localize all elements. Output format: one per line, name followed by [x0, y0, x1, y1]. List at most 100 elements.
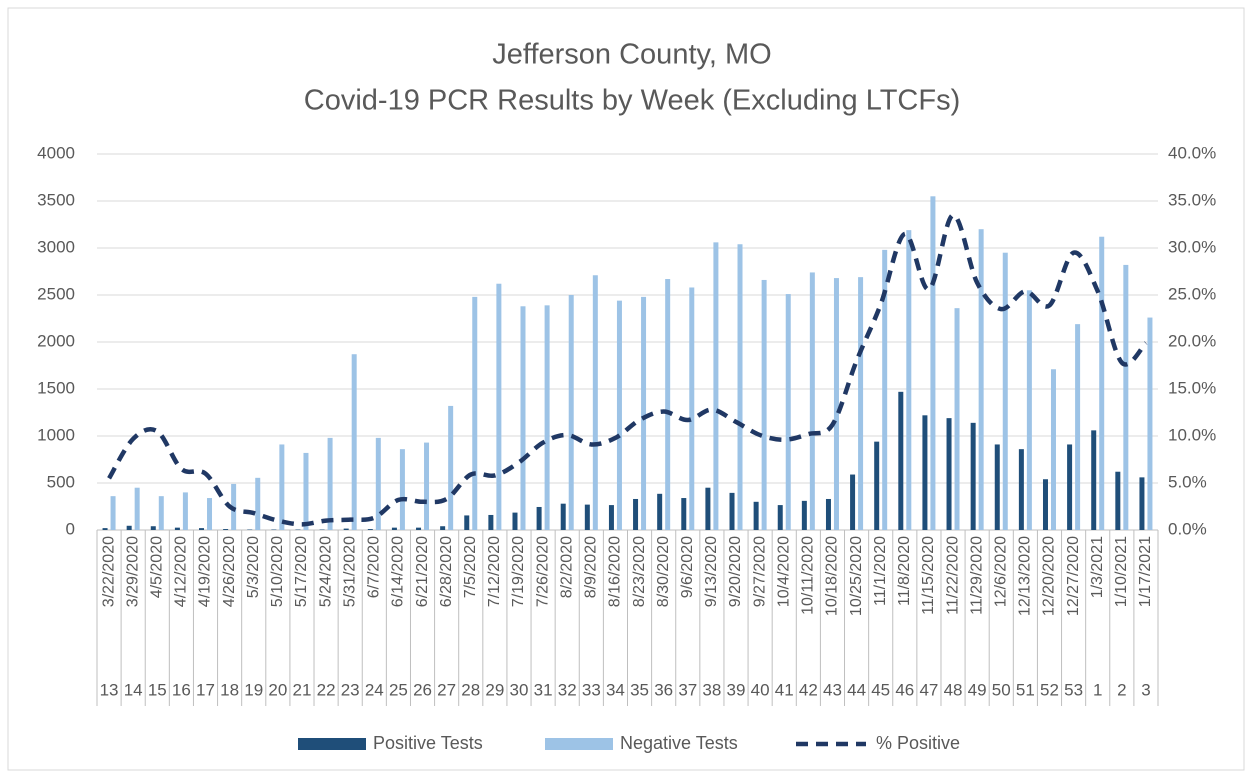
bar [496, 283, 502, 530]
week-label: 48 [944, 680, 963, 699]
bar [174, 527, 180, 530]
bar [327, 437, 333, 530]
week-label: 28 [461, 680, 480, 699]
week-label: 44 [847, 680, 866, 699]
week-label: 18 [220, 680, 239, 699]
bar [424, 442, 430, 530]
week-label: 22 [317, 680, 336, 699]
week-label: 40 [751, 680, 770, 699]
x-tick-label: 7/5/2020 [462, 536, 479, 598]
x-tick-label: 9/6/2020 [679, 536, 696, 598]
week-label: 49 [968, 680, 987, 699]
x-tick-label: 5/17/2020 [293, 536, 310, 607]
week-label: 36 [654, 680, 673, 699]
week-label: 17 [196, 680, 215, 699]
y2-tick-label: 20.0% [1168, 331, 1216, 350]
week-label: 51 [1016, 680, 1035, 699]
y-tick-label: 1500 [37, 378, 75, 397]
week-label: 35 [630, 680, 649, 699]
x-tick-label: 12/13/2020 [1017, 536, 1034, 616]
week-label: 27 [437, 680, 456, 699]
x-tick-label: 6/28/2020 [438, 536, 455, 607]
bar [922, 415, 928, 530]
bar [544, 305, 550, 530]
bar [255, 477, 261, 530]
x-tick-label: 3/22/2020 [100, 536, 117, 607]
bar [568, 295, 574, 530]
bar [737, 244, 743, 531]
week-label: 19 [244, 680, 263, 699]
bar [681, 498, 687, 530]
legend-swatch [298, 738, 366, 750]
legend-label: Negative Tests [620, 733, 738, 753]
y-tick-label: 1000 [37, 425, 75, 444]
legend-label: Positive Tests [373, 733, 483, 753]
bar [584, 504, 590, 530]
y2-tick-label: 25.0% [1168, 284, 1216, 303]
bar [616, 300, 622, 530]
y-tick-label: 3500 [37, 190, 75, 209]
bar [1099, 236, 1105, 530]
week-label: 3 [1141, 680, 1150, 699]
bar [512, 512, 518, 530]
bar [464, 515, 470, 530]
x-tick-label: 12/20/2020 [1041, 536, 1058, 616]
bar [1067, 444, 1073, 530]
week-label: 47 [919, 680, 938, 699]
bar [809, 272, 815, 530]
bar [102, 528, 108, 530]
x-tick-label: 12/6/2020 [992, 536, 1009, 607]
bar [833, 278, 839, 530]
week-label: 15 [148, 680, 167, 699]
x-tick-label: 11/15/2020 [920, 536, 937, 615]
bar [343, 528, 349, 530]
bar [1018, 449, 1024, 530]
x-tick-label: 9/20/2020 [727, 536, 744, 607]
y-tick-label: 4000 [37, 143, 75, 162]
bar [665, 279, 671, 530]
week-label: 42 [799, 680, 818, 699]
x-tick-label: 10/25/2020 [848, 536, 865, 616]
x-tick-label: 5/24/2020 [317, 536, 334, 607]
bar [777, 505, 783, 530]
x-tick-label: 1/10/2021 [1113, 536, 1130, 607]
bar [110, 496, 116, 530]
bar [705, 487, 711, 530]
week-label: 52 [1040, 680, 1059, 699]
bar [1042, 479, 1048, 530]
bar [946, 418, 952, 530]
x-tick-label: 8/16/2020 [607, 536, 624, 607]
bar [906, 230, 912, 530]
bar [303, 452, 309, 530]
bar [978, 229, 984, 530]
week-label: 43 [823, 680, 842, 699]
x-tick-label: 11/22/2020 [944, 536, 961, 615]
week-label: 34 [606, 680, 625, 699]
x-tick-label: 4/5/2020 [149, 536, 166, 598]
week-label: 2 [1117, 680, 1126, 699]
bar [150, 526, 156, 530]
x-tick-label: 8/9/2020 [583, 536, 600, 598]
bar [1091, 430, 1097, 530]
week-label: 31 [534, 680, 553, 699]
bar [1002, 252, 1008, 530]
week-label: 45 [871, 680, 890, 699]
bar [488, 514, 494, 530]
bar [641, 296, 647, 530]
x-tick-label: 6/14/2020 [390, 536, 407, 607]
bar [970, 422, 976, 530]
x-tick-label: 7/26/2020 [534, 536, 551, 607]
bar [608, 505, 614, 530]
bar [1115, 471, 1121, 530]
week-label: 21 [293, 680, 312, 699]
x-tick-label: 5/31/2020 [341, 536, 358, 607]
x-tick-label: 7/19/2020 [510, 536, 527, 607]
bar [801, 500, 807, 530]
bar [1123, 264, 1129, 530]
bar [592, 275, 598, 530]
week-label: 26 [413, 680, 432, 699]
bar [1026, 290, 1032, 530]
y2-tick-label: 5.0% [1168, 472, 1207, 491]
y2-tick-label: 0.0% [1168, 519, 1207, 538]
